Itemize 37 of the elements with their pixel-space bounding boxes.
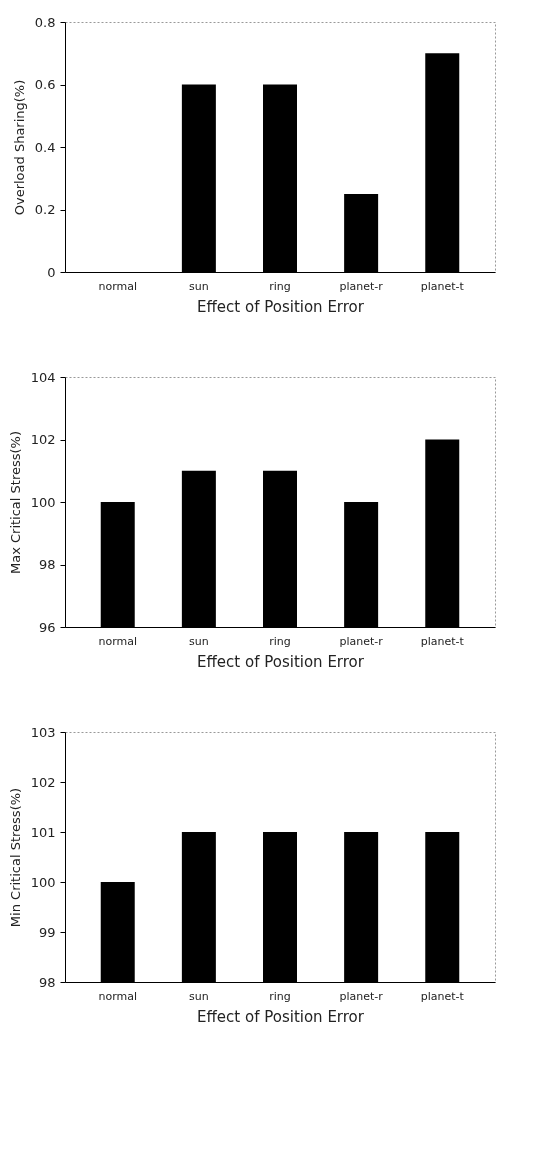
x-tick-label: planet-t [420,634,465,648]
y-tick-label: 99 [38,924,56,940]
y-tick-label: 100 [30,494,56,510]
y-tick-label: 96 [38,619,56,635]
y-tick-label: 102 [30,774,56,790]
y-tick-label: 0.4 [34,139,56,155]
x-tick-label: ring [269,634,291,648]
y-tick-label: 104 [30,369,56,385]
x-tick-label: normal [98,279,138,293]
x-axis-title: Effect of Position Error [197,652,365,671]
y-tick-label: 98 [38,974,56,990]
y-axis-title: Overload Sharing(%) [11,79,27,216]
x-tick-label: normal [98,989,138,1003]
x-tick-label: sun [189,634,209,648]
x-axis-title: Effect of Position Error [197,1007,365,1026]
x-tick-label: sun [189,279,209,293]
y-axis-title: Max Critical Stress(%) [7,430,23,575]
x-tick-label: planet-r [339,279,384,293]
y-tick-label: 0.6 [34,77,56,92]
x-tick-label: planet-r [339,634,384,648]
y-tick-label: 100 [30,874,56,890]
x-tick-label: ring [269,279,291,293]
x-axis-title: Effect of Position Error [197,297,365,316]
y-tick-label: 0.8 [34,14,56,30]
y-tick-label: 103 [30,724,56,740]
x-tick-label: normal [98,634,138,648]
x-tick-label: planet-r [339,989,384,1003]
y-tick-label: 102 [30,432,56,447]
y-tick-label: 0 [47,264,56,280]
x-tick-label: planet-t [420,279,465,293]
y-tick-label: 0.2 [34,202,56,217]
y-axis-title: Min Critical Stress(%) [7,787,23,928]
x-tick-label: ring [269,989,291,1003]
x-tick-label: sun [189,989,209,1003]
y-tick-label: 101 [30,824,56,840]
y-tick-label: 98 [38,557,56,572]
x-tick-label: planet-t [420,989,465,1003]
